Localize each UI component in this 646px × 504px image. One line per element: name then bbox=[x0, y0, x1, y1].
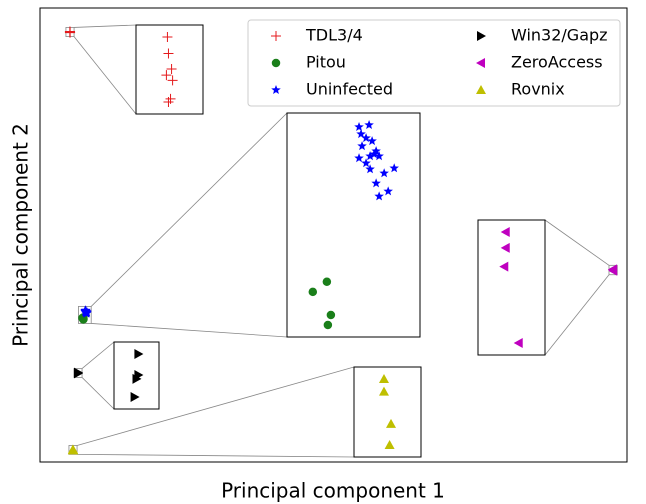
connector-line bbox=[74, 24, 137, 28]
inset-frame bbox=[286, 112, 421, 338]
legend-marker bbox=[476, 85, 486, 94]
point bbox=[68, 445, 79, 455]
point bbox=[608, 265, 618, 276]
plot-frame bbox=[39, 7, 628, 463]
inset-point bbox=[383, 186, 393, 196]
connector-line bbox=[90, 112, 288, 307]
inset-point bbox=[166, 63, 177, 74]
legend-label: Rovnix bbox=[511, 80, 565, 99]
inset-point bbox=[356, 129, 366, 139]
inset-point bbox=[365, 151, 375, 161]
inset-point bbox=[365, 164, 375, 174]
point bbox=[79, 315, 88, 324]
inset-point bbox=[134, 349, 144, 359]
legend-label: TDL3/4 bbox=[305, 26, 363, 45]
connector-line bbox=[81, 377, 115, 410]
point bbox=[81, 307, 91, 317]
point bbox=[64, 27, 75, 38]
inset-point bbox=[322, 277, 332, 287]
inset-point bbox=[499, 261, 509, 272]
inset-point bbox=[163, 48, 174, 59]
inset-point bbox=[384, 440, 395, 449]
inset-point bbox=[371, 146, 381, 156]
inset-point bbox=[354, 153, 364, 163]
inset-point bbox=[163, 97, 174, 107]
inset-point bbox=[162, 32, 173, 42]
legend-label: Win32/Gapz bbox=[511, 26, 608, 45]
legend-label: Pitou bbox=[306, 53, 346, 72]
inset-point bbox=[386, 418, 397, 428]
y-axis-label: Principal component 2 bbox=[9, 123, 33, 347]
inset-point bbox=[367, 136, 377, 146]
legend-marker bbox=[477, 31, 486, 41]
legend-marker bbox=[271, 58, 281, 68]
legend-label: ZeroAccess bbox=[511, 53, 603, 72]
inset-point bbox=[500, 227, 510, 237]
inset-point bbox=[361, 133, 371, 143]
inset-point bbox=[378, 386, 389, 396]
connector-line bbox=[91, 323, 288, 338]
point bbox=[73, 368, 83, 379]
inset-point bbox=[379, 168, 389, 178]
inset-point bbox=[323, 320, 333, 330]
connector-line bbox=[77, 453, 355, 458]
legend-marker bbox=[271, 31, 281, 41]
connector-line bbox=[76, 366, 355, 446]
inset-point bbox=[361, 158, 371, 168]
inset-point bbox=[354, 122, 364, 132]
inset-point bbox=[374, 151, 384, 161]
inset-point bbox=[371, 178, 381, 188]
inset-point bbox=[130, 392, 140, 402]
inset-point bbox=[364, 120, 374, 130]
inset-point bbox=[378, 374, 389, 383]
connector-line bbox=[544, 274, 610, 356]
inset-point bbox=[167, 75, 178, 86]
inset-frame bbox=[477, 219, 546, 356]
legend-marker bbox=[271, 85, 281, 95]
legend-frame bbox=[247, 19, 621, 107]
inset-point bbox=[374, 191, 384, 201]
inset-point bbox=[132, 373, 142, 384]
legend-marker bbox=[476, 58, 485, 68]
inset-point bbox=[513, 338, 523, 348]
inset-point bbox=[161, 70, 172, 81]
legend-label: Uninfected bbox=[306, 80, 393, 99]
connector-line bbox=[73, 36, 137, 115]
inset-point bbox=[308, 287, 318, 297]
inset-point bbox=[326, 310, 336, 320]
inset-frame bbox=[135, 24, 204, 115]
inset-point bbox=[500, 242, 510, 253]
connector-line bbox=[544, 219, 610, 266]
inset-point bbox=[389, 163, 399, 173]
inset-point bbox=[357, 141, 367, 151]
x-axis-label: Principal component 1 bbox=[221, 479, 445, 503]
inset-point bbox=[369, 149, 379, 159]
connector-line bbox=[81, 341, 115, 369]
